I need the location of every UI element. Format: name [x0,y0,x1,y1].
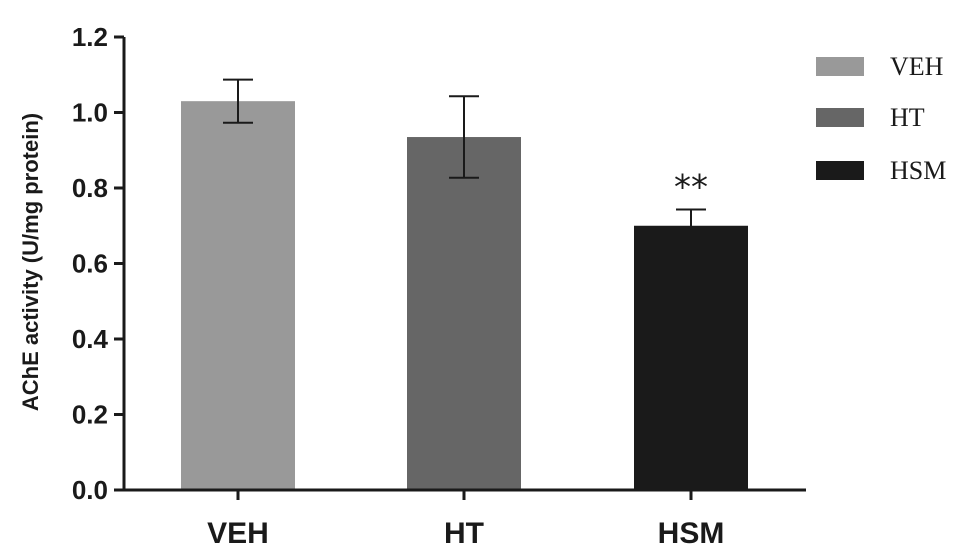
x-tick-label-veh: VEH [207,517,269,550]
error-bar-veh [223,78,253,124]
bar-ht [407,137,521,490]
legend-label-ht: HT [890,103,925,132]
y-tick-label-0: 0.0 [72,475,108,505]
y-tick-label-3: 0.6 [72,249,108,279]
x-tick-label-ht: HT [444,517,484,550]
error-bar-hsm [676,208,706,243]
y-axis-label: AChE activity (U/mg protein) [18,113,43,411]
annotations-group: ** [674,168,708,208]
legend-swatch-hsm [816,161,864,180]
legend-label-veh: VEH [890,52,944,81]
legend-swatch-veh [816,57,864,76]
x-ticks-group: VEH HT HSM [207,490,724,550]
y-tick-label-1: 0.2 [72,400,108,430]
y-ticks-group: 0.0 0.2 0.4 0.6 0.8 1.0 1.2 [72,22,124,505]
legend-swatch-ht [816,108,864,127]
legend: VEH HT HSM [816,52,946,185]
y-tick-label-6: 1.2 [72,22,108,52]
x-tick-label-hsm: HSM [658,517,725,550]
y-tick-label-5: 1.0 [72,98,108,128]
error-bar-ht [449,95,479,179]
bar-veh [181,101,295,491]
y-tick-label-2: 0.4 [72,324,109,354]
legend-label-hsm: HSM [890,156,946,185]
error-bars-group [223,78,706,243]
bar-hsm [634,225,748,490]
y-tick-label-4: 0.8 [72,173,108,203]
significance-annotation-hsm: ** [674,168,708,208]
bars-group [181,101,748,491]
